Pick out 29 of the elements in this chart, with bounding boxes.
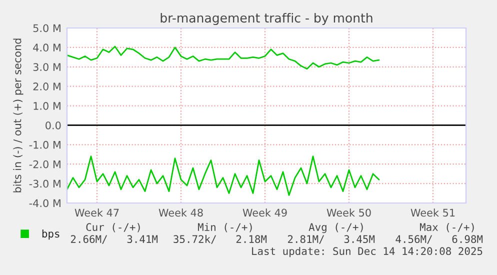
line-series bbox=[67, 46, 380, 70]
text: Last update: Sun Dec 14 14:20:08 2025 bbox=[252, 246, 482, 258]
text: Max (-/+) bbox=[420, 223, 474, 232]
text: 2.66M/ 3.41M bbox=[70, 235, 158, 244]
y-tick-label: -4.0 M bbox=[29, 199, 60, 208]
x-tick-label: Week 51 bbox=[410, 208, 455, 217]
chart-title: br-management traffic - by month bbox=[160, 12, 372, 26]
x-tick-label: Week 49 bbox=[242, 208, 287, 217]
y-tick-label: 4.0 M bbox=[33, 44, 60, 52]
text: Min (-/+) bbox=[198, 222, 252, 232]
y-tick-label: 3.0 M bbox=[33, 63, 60, 71]
text: 2.81M/ 3.45M bbox=[288, 235, 375, 244]
y-tick-label: -3.0 M bbox=[29, 180, 60, 188]
y-tick-label: 1.0 M bbox=[34, 102, 60, 110]
y-tick-label: 0.0 bbox=[46, 121, 61, 130]
y-tick-label: 5.0 M bbox=[33, 24, 60, 32]
text: Cur (-/+) bbox=[86, 223, 140, 232]
line-series bbox=[67, 156, 380, 196]
text: Avg (-/+) bbox=[308, 222, 363, 234]
y-axis-title: bits in (-) / out (+) per second bbox=[13, 38, 24, 192]
y-tick-label: -2.0 M bbox=[29, 160, 60, 168]
text: 35.72k/ 2.18M bbox=[174, 234, 267, 244]
x-tick-label: Week 48 bbox=[158, 208, 203, 217]
x-tick-label: Week 47 bbox=[74, 208, 119, 217]
y-tick-label: 2.0 M bbox=[33, 82, 60, 90]
y-tick-label: -1.0 M bbox=[29, 140, 60, 149]
text: 4.56M/ 6.98M bbox=[396, 235, 483, 244]
legend-label: bps bbox=[42, 230, 60, 240]
x-tick-label: Week 50 bbox=[326, 208, 371, 217]
